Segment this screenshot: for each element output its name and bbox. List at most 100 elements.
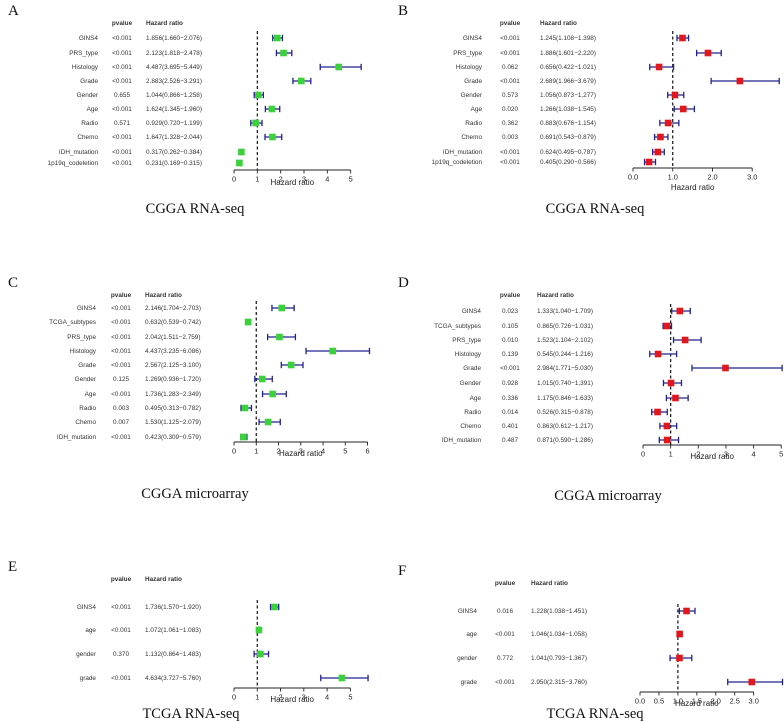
row-hazard-ratio-text: 2.984(1.771−5.030) [537, 365, 593, 372]
row-hazard-ratio-text: 1.856(1.660−2.076) [146, 35, 202, 42]
forest-row: Grade <0.001 2.689(1.966−3.679) [464, 77, 780, 85]
x-tick-label: 6 [365, 447, 369, 456]
row-hazard-ratio-text: 0.545(0.244−1.216) [537, 351, 593, 358]
row-hazard-ratio-text: 1.269(0.936−1.720) [145, 376, 201, 383]
row-label: Radio [79, 405, 96, 412]
row-hazard-ratio-text: 2.567(2.125−3.100) [145, 362, 201, 369]
row-label: gender [457, 655, 478, 662]
row-pvalue: <0.001 [112, 149, 132, 156]
row-hazard-ratio-text: 0.865(0.726−1.031) [537, 323, 593, 330]
x-tick-label: 3.0 [747, 173, 757, 182]
row-hazard-ratio-text: 0.495(0.313−0.782) [145, 405, 201, 412]
panel-title: TCGA RNA-seq [546, 706, 643, 722]
forest-row: GINS4 <0.001 1.245(1.108−1.398) [463, 34, 690, 42]
row-hazard-ratio-text: 0.929(0.720−1.199) [146, 120, 202, 127]
row-pvalue: 0.020 [502, 106, 518, 113]
x-tick-label: 1 [255, 693, 259, 702]
row-pvalue: <0.001 [111, 434, 131, 441]
row-label: IDH_mutation [443, 149, 483, 156]
row-label: 1p19q_codeletion [432, 159, 483, 166]
row-pvalue: <0.001 [500, 365, 520, 372]
pvalue-header: pvalue [111, 576, 132, 583]
row-label: Gender [77, 92, 99, 99]
panel-letter: F [398, 563, 406, 579]
hazard-ratio-point [672, 394, 679, 402]
row-pvalue: <0.001 [111, 305, 131, 312]
row-hazard-ratio-text: 1.175(0.846−1.633) [537, 395, 593, 402]
row-label: Radio [465, 120, 482, 127]
x-tick-label: 4 [752, 450, 756, 459]
forest-row: age <0.001 1.046(1.034−1.058) [466, 630, 683, 638]
row-hazard-ratio-text: 2.146(1.704−2.703) [145, 305, 201, 312]
forest-row: TCGA_subtypes 0.105 0.865(0.726−1.031) [434, 322, 673, 330]
forest-row: Histology 0.139 0.545(0.244−1.216) [455, 350, 678, 358]
hazard-ratio-point [271, 603, 278, 611]
hazard-ratio-point [679, 34, 686, 42]
row-label: Chemo [75, 419, 96, 426]
row-label: Chemo [77, 134, 98, 141]
hazard-ratio-point [269, 133, 276, 141]
row-pvalue: 0.772 [497, 655, 513, 662]
x-tick-label: 5 [779, 450, 783, 459]
hazard-ratio-point [748, 678, 756, 686]
hazard-ratio-header: Hazard ratio [146, 20, 183, 27]
row-pvalue: <0.001 [111, 362, 131, 369]
forest-row: Age 0.020 1.266(1.038−1.545) [471, 105, 696, 113]
hazard-ratio-point [236, 159, 243, 167]
row-label: IDH_mutation [442, 437, 482, 444]
row-label: Grade [80, 78, 98, 85]
row-label: Grade [464, 78, 482, 85]
panel-title: CGGA RNA-seq [146, 201, 245, 217]
x-tick-label: 1 [669, 450, 673, 459]
row-pvalue: <0.001 [111, 604, 131, 611]
forest-row: PRS_type <0.001 2.042(1.511−2.759) [67, 333, 297, 341]
row-hazard-ratio-text: 1.624(1.345−1.960) [146, 106, 202, 113]
forest-row: Grade <0.001 2.883(2.526−3.291) [80, 77, 312, 85]
row-hazard-ratio-text: 1.046(1.034−1.058) [531, 631, 587, 638]
forest-row: IDH_mutation 0.487 0.871(0.590−1.286) [442, 436, 680, 444]
hazard-ratio-point [255, 91, 262, 99]
hazard-ratio-point [329, 347, 337, 355]
hazard-ratio-point [663, 436, 671, 444]
row-hazard-ratio-text: 1.072(1.061−1.083) [145, 627, 201, 634]
hazard-ratio-point [654, 148, 662, 156]
row-hazard-ratio-text: 0.871(0.590−1.286) [537, 437, 593, 444]
panel-letter: C [8, 275, 18, 291]
pvalue-header: pvalue [500, 292, 521, 299]
row-hazard-ratio-text: 1.647(1.328−2.044) [146, 134, 202, 141]
row-label: PRS_type [453, 50, 482, 57]
row-label: TCGA_subtypes [49, 319, 96, 326]
row-hazard-ratio-text: 1.736(1.283−2.349) [145, 391, 201, 398]
row-label: PRS_type [452, 337, 481, 344]
hazard-ratio-point [657, 133, 664, 141]
row-label: GINS4 [458, 608, 478, 615]
row-label: gender [76, 651, 97, 658]
hazard-ratio-point [244, 318, 252, 326]
row-pvalue: 0.003 [113, 405, 129, 412]
hazard-ratio-point [240, 433, 247, 441]
forest-row: gender 0.370 1.132(0.864−1.483) [76, 650, 270, 658]
hazard-ratio-point [722, 364, 729, 372]
row-label: Gender [461, 92, 483, 99]
row-hazard-ratio-text: 0.405(0.290−0.566) [540, 159, 596, 166]
row-pvalue: 0.573 [502, 92, 518, 99]
hazard-ratio-point [335, 63, 342, 71]
hazard-ratio-point [258, 375, 266, 383]
hazard-ratio-point [269, 390, 276, 398]
x-tick-label: 1 [255, 175, 259, 184]
row-hazard-ratio-text: 0.632(0.539−0.742) [145, 319, 201, 326]
panel-title: CGGA microarray [141, 486, 249, 502]
hazard-ratio-point [654, 408, 661, 416]
panel-letter: A [8, 3, 19, 19]
row-pvalue: 0.014 [502, 409, 518, 416]
x-tick-label: 0 [641, 450, 645, 459]
row-label: Age [87, 106, 99, 113]
forest-row: 1p19q_codeletion <0.001 0.405(0.290−0.566) [432, 158, 657, 166]
row-label: Radio [81, 120, 98, 127]
row-pvalue: 0.401 [502, 423, 518, 430]
row-label: Age [85, 391, 97, 398]
hazard-ratio-header: Hazard ratio [145, 576, 182, 583]
row-pvalue: 0.007 [113, 419, 129, 426]
hazard-ratio-header: Hazard ratio [537, 292, 574, 299]
